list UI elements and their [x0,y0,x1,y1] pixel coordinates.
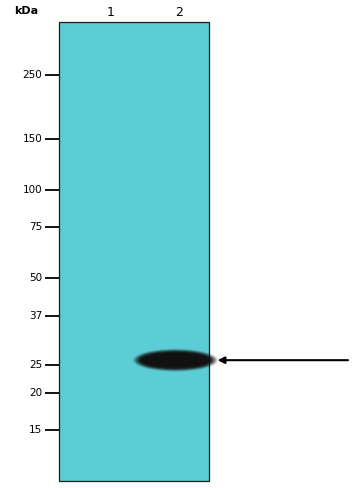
Text: 20: 20 [29,388,42,398]
Ellipse shape [140,352,211,368]
Text: 1: 1 [107,6,115,19]
Ellipse shape [138,351,213,369]
Text: 150: 150 [23,134,42,144]
Ellipse shape [144,354,207,366]
Text: 37: 37 [29,311,42,321]
Text: 15: 15 [29,425,42,434]
Text: 75: 75 [29,222,42,232]
Ellipse shape [142,353,209,367]
Ellipse shape [147,356,203,365]
Ellipse shape [145,355,205,366]
Ellipse shape [135,350,216,370]
Ellipse shape [134,349,217,371]
Text: 2: 2 [175,6,183,19]
Ellipse shape [146,355,204,365]
Ellipse shape [137,350,214,370]
Text: 100: 100 [23,185,42,195]
Text: 250: 250 [23,70,42,80]
Ellipse shape [143,354,208,366]
Text: kDa: kDa [14,6,38,16]
Text: 50: 50 [29,273,42,283]
Ellipse shape [132,348,219,372]
Ellipse shape [141,353,210,368]
Ellipse shape [139,351,212,369]
Text: 25: 25 [29,360,42,370]
Ellipse shape [133,349,218,371]
Bar [59,22,209,481]
